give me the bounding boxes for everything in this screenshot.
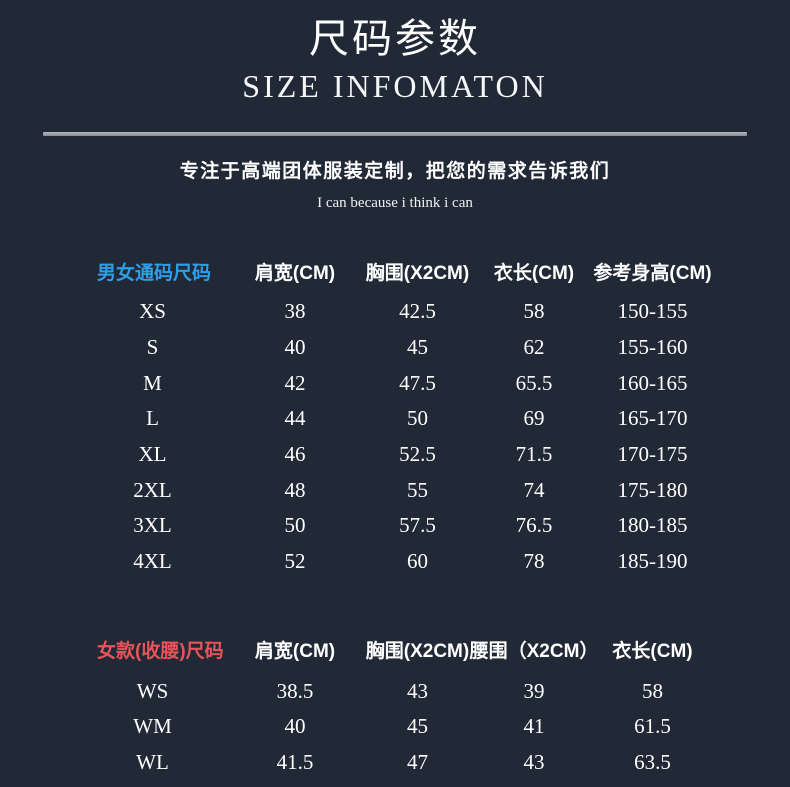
unisex-table-label: 男女通码尺码 [97, 263, 212, 285]
women-table-label: 女款(收腰)尺码 [97, 640, 224, 662]
height-range-value: 155-160 [617, 334, 688, 359]
column-header-length: 衣长(CM) [493, 263, 575, 285]
height-range-value: 175-180 [617, 477, 688, 502]
header-section: 尺码参数 SIZE INFOMATON [0, 0, 790, 104]
height-range-value: 180-185 [617, 513, 688, 538]
column-header-shoulder: 肩宽(CM) [254, 640, 336, 662]
size-label: L [146, 406, 159, 431]
shoulder-value: 44 [284, 406, 306, 431]
chest-value: 45 [407, 334, 428, 359]
unisex-size-table: 男女通码尺码 肩宽(CM) 胸围(X2CM) 衣长(CM) 参考身高(CM) X… [75, 250, 790, 580]
size-label: XS [139, 299, 166, 324]
brand-slogan-en: I can because i think i can [317, 194, 473, 211]
height-range-value: 170-175 [617, 441, 688, 466]
length-value: 62 [523, 334, 545, 359]
length-value: 78 [523, 548, 545, 573]
column-header-chest: 胸围(X2CM) [365, 640, 470, 662]
column-header-shoulder: 肩宽(CM) [254, 263, 336, 285]
size-label: S [146, 334, 159, 359]
chest-value: 47.5 [399, 370, 436, 395]
height-range-value: 165-170 [617, 406, 688, 431]
size-label: WL [136, 750, 169, 774]
waist-value: 43 [523, 750, 545, 774]
column-header-length: 衣长(CM) [612, 640, 693, 662]
size-label: XL [138, 441, 167, 466]
shoulder-value: 40 [284, 714, 306, 739]
chest-value: 55 [407, 477, 428, 502]
chest-value: 42.5 [399, 299, 436, 324]
chest-value: 43 [407, 678, 428, 703]
size-label: WM [133, 714, 172, 739]
chest-value: 47 [407, 750, 428, 774]
divider-bar [43, 132, 747, 137]
size-label: M [143, 370, 162, 395]
shoulder-value: 46 [284, 441, 306, 466]
page-title: 尺码参数 [309, 16, 481, 61]
shoulder-value: 38.5 [276, 678, 314, 703]
length-value: 58 [523, 299, 545, 324]
size-label: 2XL [133, 477, 172, 502]
shoulder-value: 40 [284, 334, 306, 359]
brand-tagline: 专注于高端团体服装定制，把您的需求告诉我们 [179, 161, 611, 183]
length-value: 61.5 [634, 714, 671, 739]
length-value: 76.5 [515, 513, 553, 538]
length-value: 69 [523, 406, 545, 431]
length-value: 63.5 [634, 750, 671, 774]
chest-value: 45 [407, 714, 428, 739]
waist-value: 39 [523, 678, 545, 703]
chest-value: 50 [407, 406, 428, 431]
column-header-height: 参考身高(CM) [593, 263, 712, 285]
column-header-chest: 胸围(X2CM) [365, 263, 470, 285]
chest-value: 57.5 [399, 513, 436, 538]
shoulder-value: 52 [284, 548, 306, 573]
shoulder-value: 38 [284, 299, 306, 324]
height-range-value: 150-155 [617, 299, 688, 324]
length-value: 71.5 [515, 441, 553, 466]
height-range-value: 160-165 [617, 370, 688, 395]
size-label: 4XL [133, 548, 172, 573]
height-range-value: 185-190 [617, 548, 688, 573]
women-size-table: 女款(收腰)尺码 肩宽(CM) 胸围(X2CM) 腰围（X2CM） 衣长(CM)… [75, 625, 790, 780]
size-label: 3XL [133, 513, 172, 538]
length-value: 58 [642, 678, 663, 703]
shoulder-value: 42 [284, 370, 306, 395]
waist-value: 41 [523, 714, 545, 739]
column-header-waist: 腰围（X2CM） [469, 640, 599, 662]
shoulder-value: 41.5 [276, 750, 314, 774]
shoulder-value: 50 [284, 513, 306, 538]
size-label: WS [136, 678, 169, 703]
chest-value: 52.5 [399, 441, 436, 466]
length-value: 74 [523, 477, 545, 502]
length-value: 65.5 [515, 370, 553, 395]
shoulder-value: 48 [284, 477, 306, 502]
chest-value: 60 [407, 548, 428, 573]
page-subtitle: SIZE INFOMATON [242, 68, 548, 104]
